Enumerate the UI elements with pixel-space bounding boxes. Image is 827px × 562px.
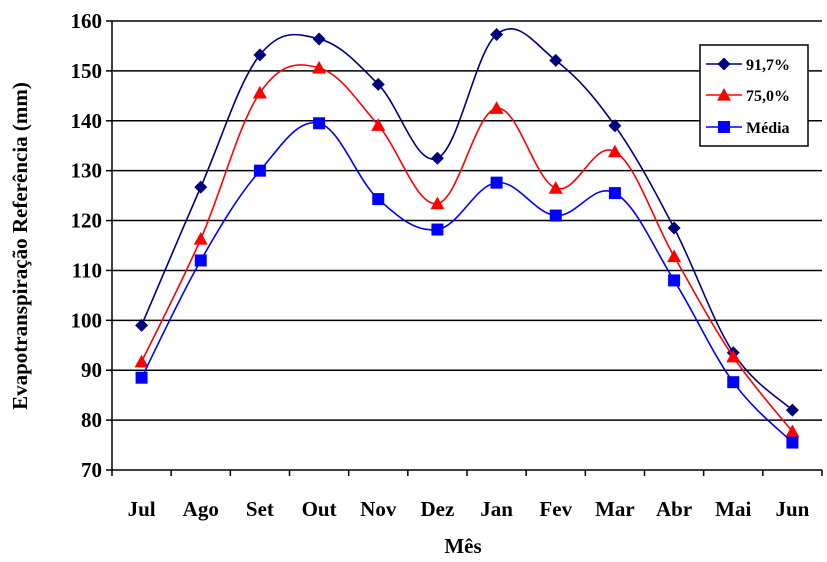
data-point [431, 223, 444, 236]
data-point [371, 77, 385, 91]
data-point [786, 436, 799, 449]
x-tick-label: Dez [421, 497, 455, 521]
gridlines [112, 20, 822, 421]
data-point [607, 144, 622, 158]
legend-label: Média [746, 120, 790, 137]
series-group [134, 27, 800, 449]
x-axis-title: Mês [444, 534, 481, 558]
data-point [430, 151, 444, 165]
x-tick-label: Ago [183, 497, 219, 521]
data-point [135, 371, 148, 384]
x-tick-label: Mai [715, 497, 751, 521]
data-point [608, 187, 621, 200]
y-tick-label: 70 [81, 458, 102, 482]
data-point [667, 249, 682, 263]
legend: 91,7% 75,0% Média [699, 44, 809, 147]
data-point [135, 318, 149, 332]
data-point [313, 117, 326, 130]
y-tick-labels: 70 80 90 100 110 120 130 140 150 160 [71, 9, 103, 482]
y-tick-label: 160 [71, 9, 103, 33]
y-tick-label: 130 [71, 159, 103, 183]
data-point [253, 48, 267, 62]
data-point [253, 164, 266, 177]
y-tick-label: 80 [81, 408, 102, 432]
data-point [194, 254, 207, 267]
data-point [549, 209, 562, 222]
series-line [140, 121, 793, 444]
data-point [312, 60, 327, 74]
y-tick-label: 120 [71, 209, 103, 233]
series-3 [135, 117, 799, 449]
y-tick-label: 100 [71, 308, 103, 332]
data-point [785, 403, 799, 417]
data-point [372, 193, 385, 206]
data-point [608, 119, 622, 133]
data-point [134, 354, 149, 368]
y-tick-label: 90 [81, 358, 102, 382]
data-point [668, 274, 681, 287]
axes [106, 20, 823, 476]
x-tick-label: Set [246, 497, 274, 521]
data-point [667, 221, 681, 235]
legend-marker [717, 57, 731, 71]
x-tick-label: Jun [775, 497, 809, 521]
y-tick-label: 110 [72, 258, 102, 282]
data-point [490, 27, 504, 41]
data-point [489, 101, 504, 114]
series-line [140, 28, 793, 411]
series-line [140, 64, 794, 433]
y-tick-label: 140 [71, 109, 103, 133]
x-tick-label: Mar [595, 497, 635, 521]
data-point [252, 85, 267, 99]
y-axis-title: Evapotranspiração Referência (mm) [8, 82, 32, 410]
data-point [727, 376, 740, 389]
x-tick-label: Abr [656, 497, 692, 521]
x-tick-label: Jul [128, 497, 156, 521]
data-point [785, 424, 800, 438]
data-point [490, 176, 503, 189]
x-tick-label: Jan [480, 497, 513, 521]
data-point [193, 232, 208, 245]
data-point [371, 118, 386, 131]
legend-label: 91,7% [746, 57, 790, 74]
x-tick-labels: Jul Ago Set Out Nov Dez Jan Fev Mar Abr Mai Jun [128, 497, 810, 521]
data-point [726, 349, 741, 363]
x-tick-label: Nov [360, 497, 397, 521]
legend-marker [717, 88, 731, 101]
legend-label: 75,0% [746, 88, 790, 105]
data-point [312, 32, 326, 46]
y-tick-label: 150 [71, 59, 103, 83]
data-point [430, 196, 445, 210]
data-point [549, 53, 563, 67]
data-point [548, 181, 563, 194]
series-2 [134, 60, 800, 438]
legend-marker [718, 121, 730, 133]
x-tick-label: Out [302, 497, 337, 521]
x-tick-label: Fev [539, 497, 572, 521]
data-point [194, 180, 208, 194]
